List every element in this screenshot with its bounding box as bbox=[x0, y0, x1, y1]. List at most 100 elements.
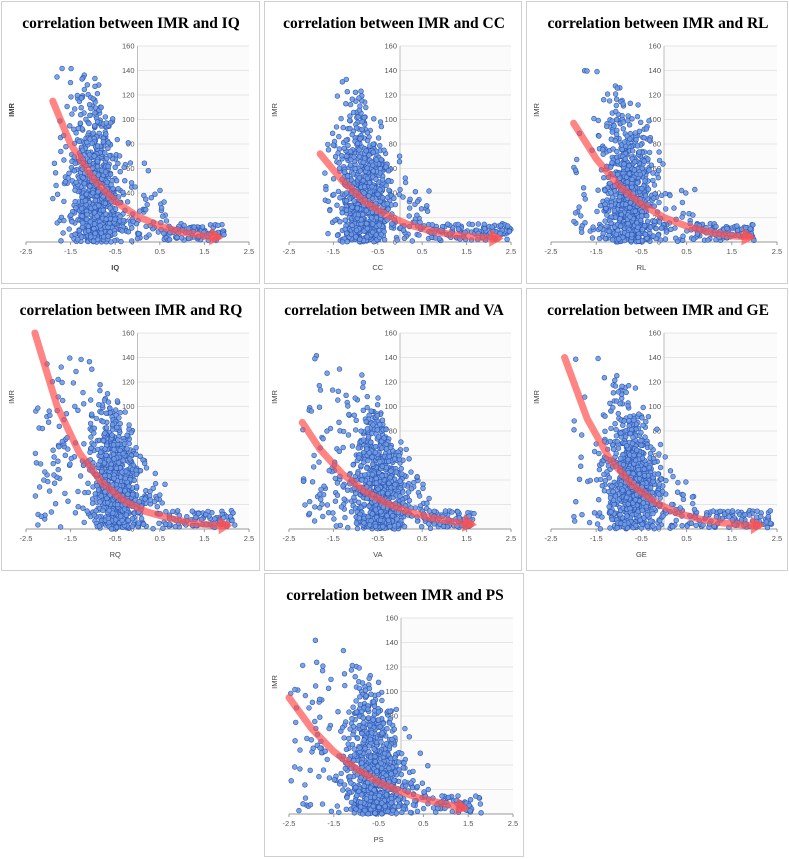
scatter-point bbox=[84, 82, 91, 88]
scatter-point bbox=[101, 397, 108, 403]
scatter-point bbox=[59, 65, 65, 72]
scatter-point bbox=[54, 74, 60, 80]
scatter-point bbox=[610, 146, 616, 152]
y-tick-label: 60 bbox=[126, 164, 134, 173]
scatter-point bbox=[232, 522, 238, 528]
scatter-point bbox=[121, 506, 128, 512]
scatter-point bbox=[597, 225, 603, 231]
y-axis-label: IMR bbox=[270, 103, 279, 117]
scatter-point bbox=[102, 446, 108, 452]
scatter-point bbox=[613, 96, 620, 102]
scatter-point bbox=[89, 140, 96, 147]
scatter-point bbox=[378, 231, 384, 238]
scatter-point bbox=[596, 450, 602, 457]
scatter-point bbox=[152, 191, 158, 197]
scatter-point bbox=[341, 496, 347, 502]
scatter-point bbox=[335, 188, 342, 195]
x-tick-label: -0.5 bbox=[371, 247, 384, 256]
scatter-point bbox=[142, 496, 148, 502]
scatter-point bbox=[93, 415, 100, 422]
scatter-point bbox=[134, 235, 141, 242]
scatter-point bbox=[80, 389, 86, 396]
scatter-point bbox=[107, 120, 114, 126]
y-axis-label: IMR bbox=[7, 390, 16, 404]
scatter-point bbox=[143, 465, 150, 471]
scatter-point bbox=[122, 409, 128, 415]
scatter-point bbox=[102, 150, 108, 156]
scatter-point bbox=[302, 502, 308, 508]
y-tick-label: 80 bbox=[389, 140, 397, 149]
scatter-point bbox=[365, 457, 371, 464]
scatter-point bbox=[352, 166, 358, 172]
scatter-point bbox=[73, 179, 79, 186]
scatter-point bbox=[656, 219, 663, 225]
x-tick-label: 0.5 bbox=[417, 534, 427, 543]
scatter-point bbox=[67, 461, 73, 467]
scatter-point bbox=[350, 462, 356, 468]
chart-title: correlation between IMR and VA bbox=[284, 302, 504, 319]
scatter-point bbox=[591, 115, 597, 122]
scatter-point bbox=[364, 175, 371, 182]
scatter-point bbox=[627, 100, 634, 107]
scatter-point bbox=[103, 452, 109, 459]
scatter-point bbox=[734, 223, 740, 229]
scatter-point bbox=[356, 153, 363, 160]
scatter-point bbox=[212, 516, 218, 522]
scatter-point bbox=[123, 512, 130, 518]
scatter-point bbox=[122, 178, 128, 184]
scatter-point bbox=[316, 404, 323, 410]
scatter-point bbox=[595, 187, 601, 193]
scatter-point bbox=[92, 75, 98, 82]
scatter-point bbox=[606, 98, 613, 104]
scatter-point bbox=[334, 232, 341, 239]
scatter-point bbox=[332, 475, 339, 482]
scatter-point bbox=[77, 120, 84, 126]
scatter-point bbox=[629, 184, 635, 190]
scatter-point bbox=[95, 487, 102, 493]
scatter-point bbox=[408, 486, 415, 492]
scatter-point bbox=[401, 523, 408, 530]
scatter-point bbox=[130, 492, 136, 498]
scatter-point bbox=[391, 456, 398, 462]
scatter-point bbox=[416, 493, 423, 499]
scatter-point bbox=[68, 94, 74, 100]
scatter-point bbox=[92, 110, 98, 116]
scatter-point bbox=[342, 514, 348, 521]
scatter-point bbox=[359, 372, 365, 378]
scatter-point bbox=[629, 148, 636, 154]
scatter-point bbox=[90, 190, 96, 196]
scatter-point bbox=[124, 446, 130, 452]
scatter-point bbox=[137, 468, 144, 474]
scatter-point bbox=[594, 208, 600, 215]
scatter-point bbox=[375, 434, 382, 440]
scatter-point bbox=[364, 165, 370, 171]
trend-line bbox=[31, 329, 231, 529]
scatter-point bbox=[131, 477, 138, 484]
scatter-point bbox=[445, 221, 451, 227]
scatter-point bbox=[120, 450, 126, 457]
scatter-point bbox=[91, 425, 98, 431]
scatter-point bbox=[341, 169, 348, 175]
x-tick-label: 0.5 bbox=[155, 534, 165, 543]
scatter-point bbox=[449, 509, 455, 515]
scatter-point bbox=[124, 199, 131, 205]
scatter-point bbox=[358, 88, 364, 94]
scatter-point bbox=[385, 178, 391, 184]
scatter-point bbox=[161, 199, 167, 205]
scatter-point bbox=[181, 222, 187, 229]
scatter-point bbox=[379, 524, 386, 530]
scatter-point bbox=[363, 104, 369, 111]
scatter-point bbox=[66, 226, 72, 232]
scatter-point bbox=[582, 196, 588, 202]
scatter-point bbox=[325, 141, 331, 148]
scatter-point bbox=[498, 222, 504, 229]
scatter-point bbox=[318, 486, 324, 493]
scatter-point bbox=[378, 445, 385, 451]
scatter-point bbox=[635, 234, 642, 241]
scatter-point bbox=[96, 523, 103, 529]
y-tick-label: 120 bbox=[122, 378, 135, 387]
scatter-point bbox=[668, 226, 674, 233]
scatter-point bbox=[94, 158, 101, 165]
scatter-point bbox=[79, 224, 86, 231]
scatter-point bbox=[98, 493, 104, 499]
